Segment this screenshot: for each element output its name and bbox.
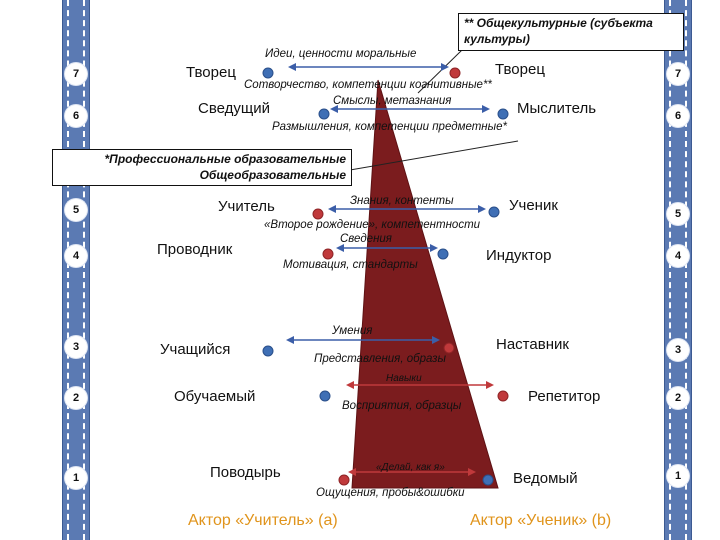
- red-dot-icon: [449, 67, 461, 79]
- box-middle-connector: [349, 140, 519, 171]
- level-4-right: 4: [667, 245, 689, 267]
- left-role-trainee: Обучаемый: [174, 388, 256, 405]
- level-6-right: 6: [667, 105, 689, 127]
- note-knowledge: Знания, контенты: [350, 195, 454, 207]
- professional-educational-box: *Профессиональные образовательные Общеоб…: [52, 149, 352, 186]
- note-habits: Навыки: [386, 373, 422, 384]
- blue-dot-icon: [318, 108, 330, 120]
- note-sensations: Ощущения, пробы&ошибки: [316, 487, 465, 499]
- note-motivation: Мотивация, стандарты: [283, 259, 418, 271]
- right-role-led: Ведомый: [513, 470, 578, 487]
- blue-dot-icon: [482, 474, 494, 486]
- level-1-right: 1: [667, 465, 689, 487]
- red-dot-icon: [497, 390, 509, 402]
- level-5-right: 5: [667, 203, 689, 225]
- blue-dot-icon: [262, 345, 274, 357]
- left-role-knowledgeable: Сведущий: [198, 100, 270, 117]
- level-1-left: 1: [65, 467, 87, 489]
- note-do-as-i-do: «Делай, как я»: [376, 462, 445, 473]
- level-3-right: 3: [667, 339, 689, 361]
- red-dot-icon: [312, 208, 324, 220]
- actor-student-caption: Актор «Ученик» (b): [470, 512, 612, 529]
- note-second-birth: «Второе рождение», компетентности: [264, 219, 481, 231]
- right-role-student: Ученик: [509, 197, 558, 214]
- general-cultural-box: ** Общекультурные (субъекта культуры): [458, 13, 684, 51]
- note-perceptions: Восприятия, образцы: [342, 400, 462, 412]
- note-skills: Умения: [332, 325, 373, 337]
- right-role-creator: Творец: [495, 61, 545, 78]
- right-role-inductor: Индуктор: [486, 247, 552, 264]
- note-ideas: Идеи, ценности моральные: [265, 48, 417, 60]
- level-2-right: 2: [667, 387, 689, 409]
- right-role-tutor: Репетитор: [528, 388, 601, 405]
- level-3-left: 3: [65, 336, 87, 358]
- level-7-right: 7: [667, 63, 689, 85]
- blue-dot-icon: [262, 67, 274, 79]
- red-dot-icon: [443, 342, 455, 354]
- note-representations: Представления, образы: [314, 353, 446, 365]
- blue-dot-icon: [319, 390, 331, 402]
- note-meanings: Смыслы, метазнания: [333, 95, 452, 107]
- level-7-left: 7: [65, 63, 87, 85]
- blue-dot-icon: [497, 108, 509, 120]
- level-4-left: 4: [65, 245, 87, 267]
- level-6-left: 6: [65, 105, 87, 127]
- right-role-thinker: Мыслитель: [517, 100, 597, 117]
- red-dot-icon: [338, 474, 350, 486]
- actor-teacher-caption: Актор «Учитель» (а): [188, 512, 338, 529]
- note-information: Сведения: [340, 233, 392, 245]
- left-role-learner: Учащийся: [160, 341, 231, 358]
- left-role-teacher: Учитель: [218, 198, 275, 215]
- level-2-left: 2: [65, 387, 87, 409]
- left-level-rail: [62, 0, 90, 540]
- blue-dot-icon: [437, 248, 449, 260]
- note-reflection: Размышления, компетенции предметные*: [272, 121, 507, 133]
- red-dot-icon: [322, 248, 334, 260]
- right-level-rail: [664, 0, 692, 540]
- left-role-guide: Поводырь: [210, 464, 281, 481]
- box-top-connector: [417, 49, 463, 94]
- note-co-creation: Сотворчество, компетенции когнитивные**: [244, 79, 492, 91]
- right-role-mentor: Наставник: [496, 336, 569, 353]
- development-triangle: [351, 79, 499, 489]
- level-5-left: 5: [65, 199, 87, 221]
- left-role-conductor: Проводник: [157, 241, 233, 258]
- blue-dot-icon: [488, 206, 500, 218]
- left-role-creator: Творец: [186, 64, 236, 81]
